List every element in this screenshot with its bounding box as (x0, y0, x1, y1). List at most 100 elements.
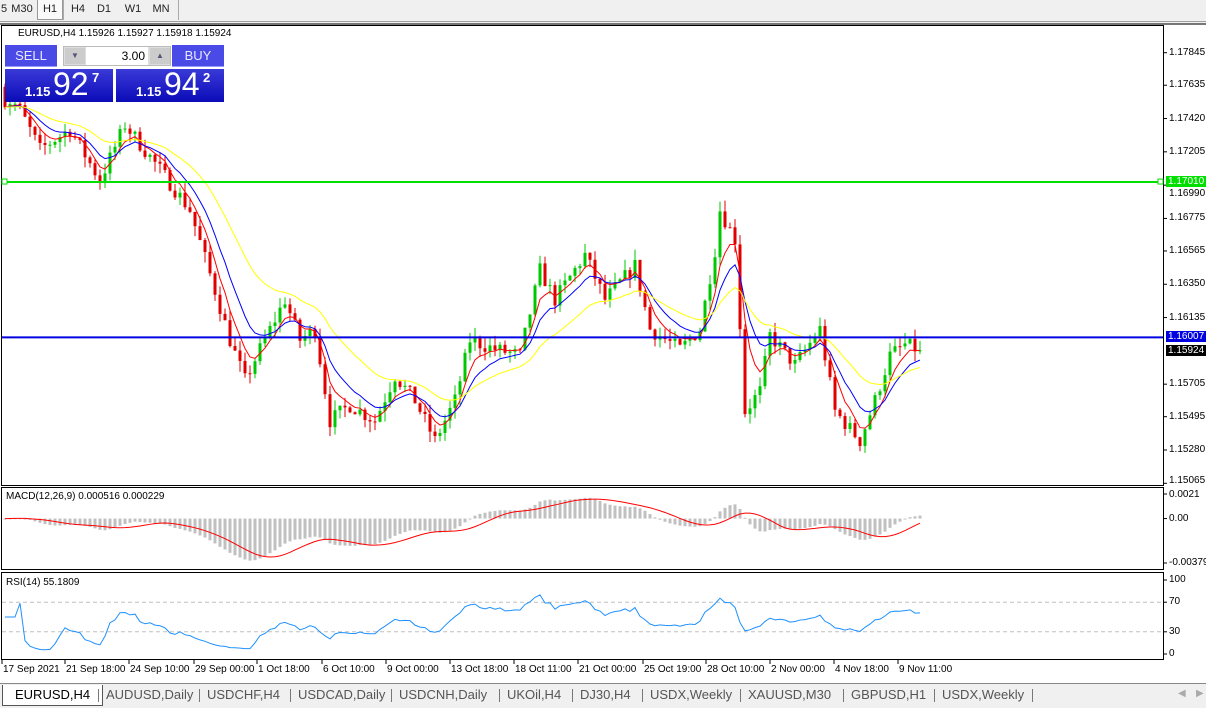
candle-body (808, 342, 812, 350)
buy-button[interactable]: BUY (172, 45, 224, 67)
macd-histogram-bar (148, 518, 152, 523)
candle-body (18, 103, 22, 106)
candle-body (528, 314, 532, 328)
macd-histogram-bar (228, 518, 232, 553)
macd-histogram-bar (443, 518, 447, 533)
macd-histogram-bar (883, 518, 887, 532)
lot-input[interactable] (86, 47, 148, 65)
macd-histogram-bar (213, 518, 217, 544)
macd-histogram-bar (398, 518, 402, 534)
timeframe-M30[interactable]: M30 (11, 3, 33, 15)
candle-body (388, 392, 392, 403)
macd-histogram-bar (393, 518, 397, 536)
macd-histogram-bar (778, 518, 782, 529)
macd-histogram-bar (288, 518, 292, 542)
moving-average-line (4, 106, 921, 401)
macd-histogram-bar (178, 518, 182, 529)
tab-usdx-weekly[interactable]: USDX,Weekly (942, 687, 1025, 702)
macd-histogram-bar (668, 518, 672, 524)
candle-body (308, 328, 312, 337)
candle-body (643, 291, 647, 308)
macd-histogram-bar (418, 518, 422, 531)
macd-histogram-bar (143, 518, 147, 523)
rsi-label: RSI(14) 55.1809 (6, 577, 80, 588)
timeframe-W1[interactable]: W1 (124, 3, 142, 15)
macd-histogram-bar (483, 512, 487, 519)
candle-body (678, 338, 682, 345)
macd-panel (1, 487, 1164, 570)
price-tick-label: 1.16990 (1169, 188, 1206, 200)
candle-body (318, 336, 322, 365)
macd-histogram-bar (853, 518, 857, 538)
macd-histogram-bar (3, 518, 7, 520)
tab-gbpusd-h1[interactable]: GBPUSD,H1 (851, 687, 927, 702)
macd-histogram-bar (318, 518, 322, 538)
candle-body (433, 431, 437, 437)
tab-xauusd-m30[interactable]: XAUUSD,M30 (748, 687, 832, 702)
tab-usdchf-h4[interactable]: USDCHF,H4 (207, 687, 280, 702)
macd-histogram-bar (788, 518, 792, 530)
macd-tick-label: -0.003798 (1169, 557, 1206, 568)
tab-audusd-daily[interactable]: AUDUSD,Daily (106, 687, 194, 702)
macd-histogram-bar (133, 518, 137, 522)
price-tick-label: 1.15495 (1169, 410, 1206, 422)
macd-histogram-bar (423, 518, 427, 531)
timeframe-H4[interactable]: H4 (70, 3, 86, 15)
time-axis-label: 29 Sep 00:00 (195, 664, 255, 675)
candle-body (623, 270, 627, 280)
timeframe-MN[interactable]: MN (152, 3, 170, 15)
candle-body (28, 116, 32, 127)
horizontal-line-price-tag: 1.17010 (1166, 176, 1206, 188)
macd-histogram-bar (348, 518, 352, 546)
increase-lot-button[interactable]: ▲ (150, 48, 170, 64)
tab-usdx-weekly[interactable]: USDX,Weekly (650, 687, 733, 702)
timeframe-5[interactable]: 5 (0, 3, 8, 15)
candle-body (843, 416, 847, 429)
tab-dj30-h4[interactable]: DJ30,H4 (580, 687, 631, 702)
macd-histogram-bar (78, 518, 82, 525)
price-tick-label: 1.17420 (1169, 112, 1206, 124)
timeframe-D1[interactable]: D1 (96, 3, 112, 15)
candle-body (78, 137, 82, 141)
macd-histogram-bar (658, 518, 662, 520)
candle-body (908, 338, 912, 344)
macd-tick-label: 0.00 (1169, 512, 1189, 524)
sell-button[interactable]: SELL (5, 45, 57, 67)
candle-body (83, 140, 87, 158)
macd-histogram-bar (138, 518, 142, 522)
candle-body (423, 411, 427, 415)
sell-price[interactable]: 1.15 92 7 (5, 66, 113, 102)
macd-histogram-bar (48, 518, 52, 526)
candle-body (98, 175, 102, 184)
macd-histogram-bar (553, 500, 557, 519)
candle-body (648, 307, 652, 330)
macd-histogram-bar (863, 518, 867, 540)
rsi-tick-label: 70 (1169, 596, 1181, 608)
time-axis-label: 28 Oct 10:00 (707, 664, 765, 675)
candle-body (508, 351, 512, 353)
timeframe-H1[interactable]: H1 (37, 0, 63, 20)
macd-histogram-bar (208, 518, 212, 541)
macd-histogram-bar (858, 518, 862, 540)
tab-eurusd-h4[interactable]: EURUSD,H4 (2, 685, 104, 706)
candle-body (718, 211, 722, 258)
candle-body (143, 150, 147, 157)
buy-price[interactable]: 1.15 94 2 (116, 66, 224, 102)
decrease-lot-button[interactable]: ▼ (65, 48, 85, 64)
candle-body (293, 313, 297, 320)
macd-histogram-bar (293, 518, 297, 540)
candle-body (228, 320, 232, 347)
tab-usdcnh-daily[interactable]: USDCNH,Daily (399, 687, 488, 702)
macd-histogram-bar (653, 517, 657, 519)
price-panel (1, 25, 1164, 486)
macd-histogram-bar (488, 511, 492, 519)
macd-histogram-bar (748, 518, 752, 525)
candle-body (128, 128, 132, 134)
scroll-left-icon[interactable]: ◀ (1178, 688, 1186, 699)
candle-body (343, 405, 347, 408)
tab-usdcad-daily[interactable]: USDCAD,Daily (298, 687, 386, 702)
tab-ukoil-h4[interactable]: UKOil,H4 (507, 687, 562, 702)
scroll-right-icon[interactable]: ▶ (1196, 688, 1204, 699)
macd-histogram-bar (38, 518, 42, 523)
